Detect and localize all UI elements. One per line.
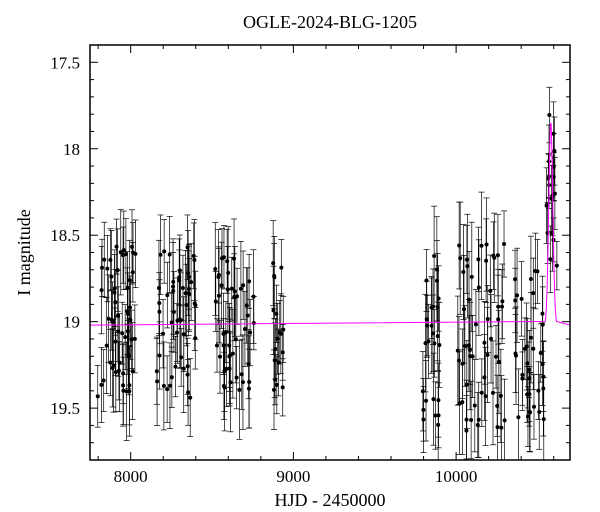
svg-text:9000: 9000 bbox=[276, 467, 310, 486]
svg-text:19: 19 bbox=[63, 313, 80, 332]
svg-text:18: 18 bbox=[63, 140, 80, 159]
chart-title: OGLE-2024-BLG-1205 bbox=[243, 12, 417, 32]
y-axis-label: I magnitude bbox=[14, 209, 34, 295]
x-axis-label: HJD - 2450000 bbox=[275, 490, 386, 510]
chart-svg: 8000 9000 10000 17.5 18 18.5 19 19.5 OGLE-2024-B… bbox=[0, 0, 600, 512]
svg-text:19.5: 19.5 bbox=[50, 399, 80, 418]
svg-text:18.5: 18.5 bbox=[50, 226, 80, 245]
svg-text:8000: 8000 bbox=[114, 467, 148, 486]
svg-text:17.5: 17.5 bbox=[50, 53, 80, 72]
svg-text:10000: 10000 bbox=[435, 467, 478, 486]
lightcurve-chart: 8000 9000 10000 17.5 18 18.5 19 19.5 OGLE-2024-B… bbox=[0, 0, 600, 512]
